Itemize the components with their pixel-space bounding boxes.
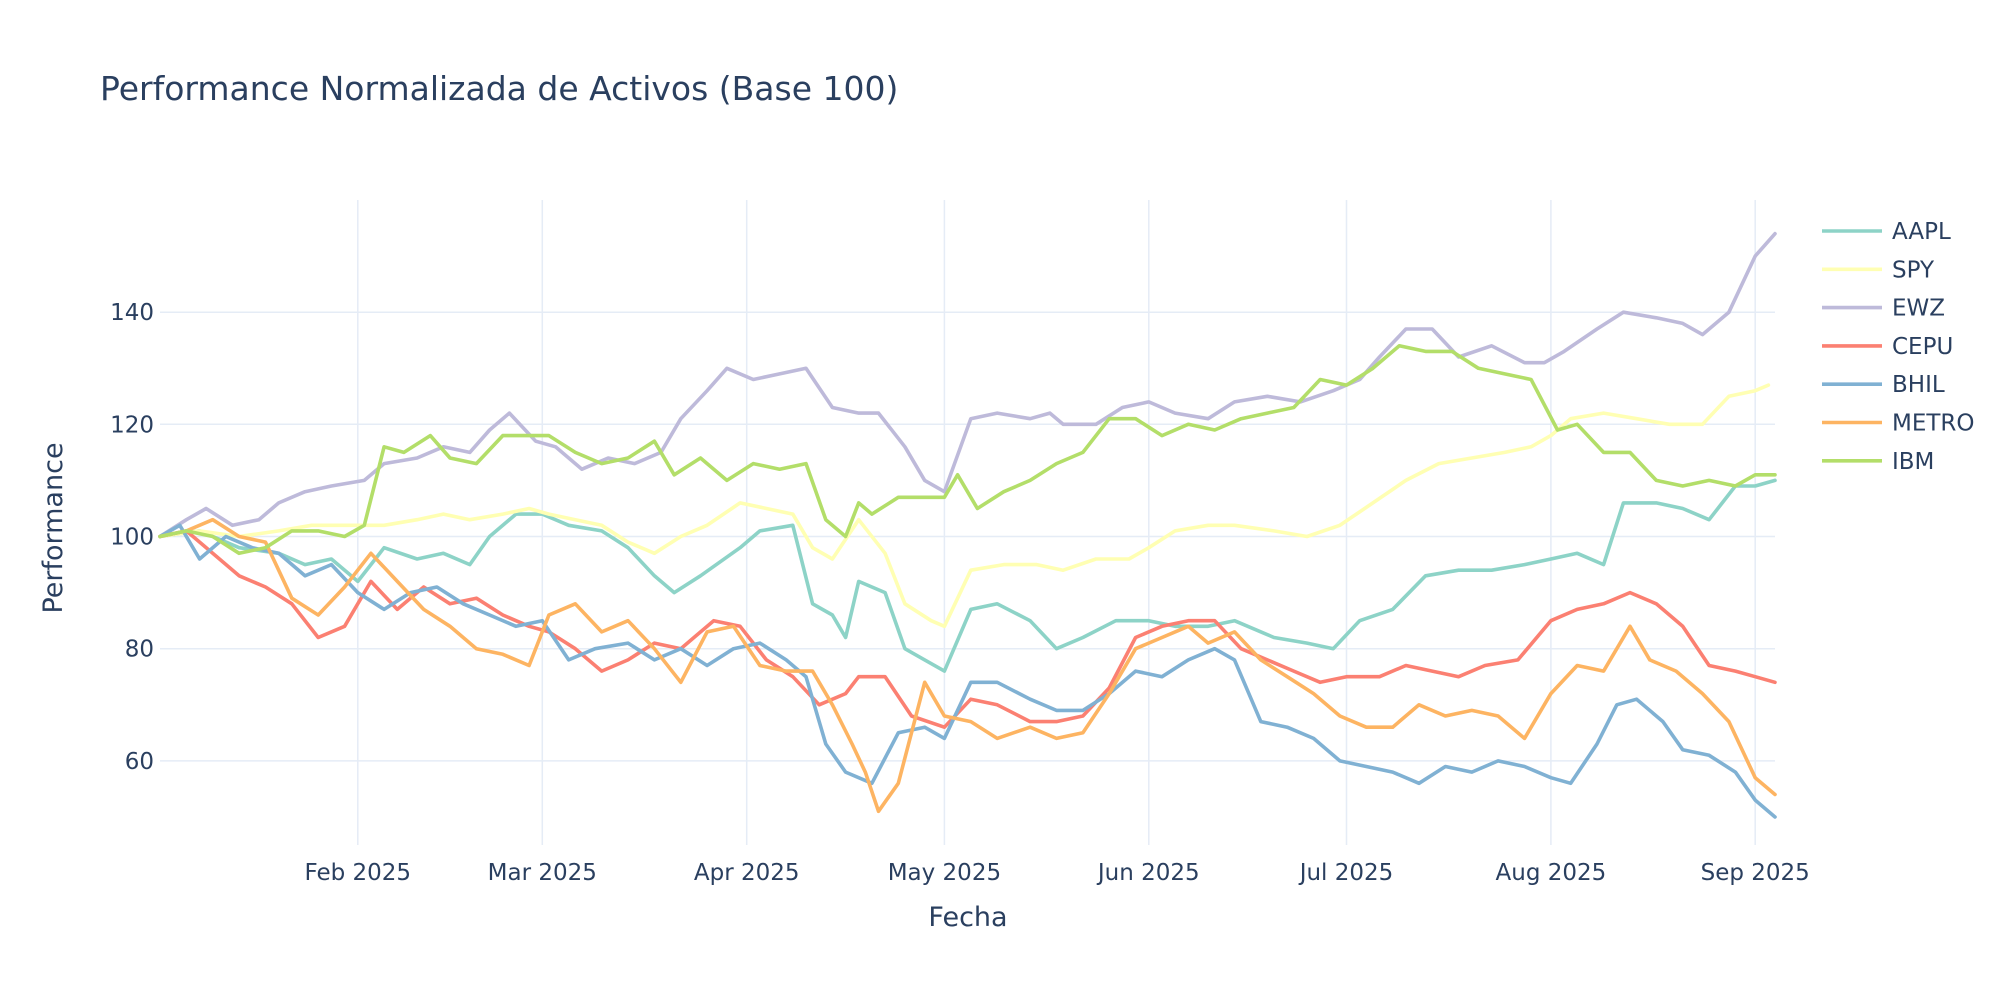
- legend-label: BHIL: [1892, 372, 1945, 398]
- legend-item-aapl[interactable]: AAPL: [1822, 219, 1951, 245]
- y-tick-label: 140: [110, 300, 154, 326]
- series-line-ewz: [158, 231, 1777, 539]
- y-axis: 60 80 100 120 140: [110, 300, 154, 775]
- x-tick-label: May 2025: [888, 860, 1001, 886]
- x-tick-label: Mar 2025: [488, 860, 597, 886]
- series-line-bhil: [158, 523, 1777, 819]
- x-tick-label: Jul 2025: [1298, 860, 1394, 886]
- legend-label: CEPU: [1892, 334, 1953, 360]
- legend-item-bhil[interactable]: BHIL: [1822, 372, 1945, 398]
- x-tick-label: Sep 2025: [1701, 860, 1810, 886]
- legend[interactable]: AAPL SPY EWZ CEPU BHIL METRO IBM: [1822, 219, 1975, 475]
- y-tick-label: 120: [110, 412, 154, 438]
- legend-label: AAPL: [1892, 219, 1951, 245]
- series-line-cepu: [158, 529, 1777, 729]
- series-line-ibm: [158, 344, 1777, 556]
- legend-item-spy[interactable]: SPY: [1822, 257, 1935, 283]
- x-axis: Feb 2025 Mar 2025 Apr 2025 May 2025 Jun 2025…: [305, 860, 1810, 886]
- legend-item-ewz[interactable]: EWZ: [1822, 296, 1945, 322]
- legend-label: SPY: [1892, 257, 1935, 283]
- legend-item-cepu[interactable]: CEPU: [1822, 334, 1953, 360]
- y-tick-label: 60: [125, 749, 154, 775]
- x-tick-label: Aug 2025: [1496, 860, 1607, 886]
- legend-item-metro[interactable]: METRO: [1822, 411, 1975, 437]
- plot-area: [158, 231, 1777, 819]
- y-tick-label: 80: [125, 637, 154, 663]
- x-tick-label: Apr 2025: [694, 860, 800, 886]
- x-gridlines: [357, 200, 1756, 845]
- x-axis-title: Fecha: [928, 902, 1007, 933]
- series-line-aapl: [158, 478, 1777, 673]
- y-axis-title: Performance: [38, 442, 69, 613]
- legend-label: IBM: [1892, 449, 1934, 475]
- x-tick-label: Feb 2025: [305, 860, 412, 886]
- series-line-metro: [158, 517, 1777, 814]
- legend-label: EWZ: [1892, 296, 1945, 322]
- series-line-spy: [158, 383, 1771, 629]
- y-tick-label: 100: [110, 525, 154, 551]
- legend-item-ibm[interactable]: IBM: [1822, 449, 1934, 475]
- legend-label: METRO: [1892, 411, 1975, 437]
- chart-title: Performance Normalizada de Activos (Base…: [100, 69, 898, 108]
- x-tick-label: Jun 2025: [1096, 860, 1200, 886]
